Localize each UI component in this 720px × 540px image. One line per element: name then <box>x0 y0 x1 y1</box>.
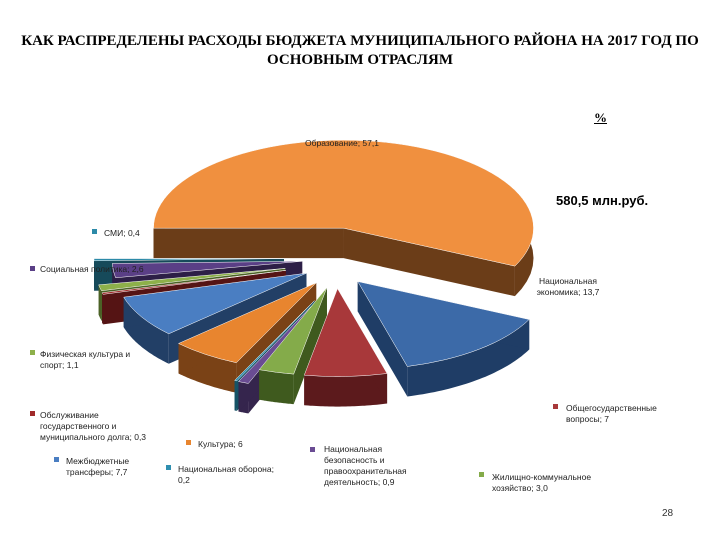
slice-label-marker-5 <box>310 447 315 452</box>
slice-label-marker-3 <box>553 404 558 409</box>
total-budget-label: 580,5 млн.руб. <box>556 193 649 208</box>
pie-slice-top-4 <box>258 287 328 375</box>
slice-label-9: Обслуживание государственного и муниципаль… <box>40 410 146 442</box>
slice-label-marker-4 <box>479 472 484 477</box>
slice-label-marker-12 <box>92 229 97 234</box>
pie-slice-wall-2-2 <box>357 281 408 397</box>
pie-slice-top-5 <box>237 301 317 384</box>
slice-label-11: Социальная политика; 2,6 <box>40 264 144 274</box>
unit-label: % <box>594 110 607 125</box>
slice-label-4: Жилищно-коммунальное хозяйство; 3,0 <box>492 472 591 493</box>
page-number: 28 <box>662 508 674 519</box>
pie-slice-top-12 <box>93 258 285 262</box>
pie-slice-top-11 <box>111 261 303 279</box>
slice-label-marker-7 <box>186 440 191 445</box>
slice-label-marker-10 <box>30 350 35 355</box>
pie-slice-2 <box>357 281 530 397</box>
slice-label-marker-9 <box>30 411 35 416</box>
slice-label-8: Межбюджетные трансферы; 7,7 <box>66 456 129 477</box>
pie-slice-top-8 <box>123 272 307 335</box>
slice-label-2: Национальная экономика; 13,7 <box>537 276 600 297</box>
pie-slice-3 <box>303 287 388 407</box>
slice-label-marker-6 <box>166 465 171 470</box>
pie-slice-top-3 <box>303 287 388 377</box>
pie-slice-top-7 <box>177 282 317 363</box>
slice-label-marker-11 <box>30 266 35 271</box>
slice-label-12: СМИ; 0,4 <box>104 228 140 238</box>
pie-slice-wall-1-1 <box>153 228 344 259</box>
pie-slice-1 <box>153 139 534 297</box>
pie-slice-top-6 <box>234 300 315 382</box>
slice-label-3: Общегосударственные вопросы; 7 <box>566 403 657 424</box>
pie-slice-side-3 <box>304 373 388 407</box>
slice-label-10: Физическая культура и спорт; 1,1 <box>40 349 130 370</box>
slice-label-1: Образование; 57,1 <box>305 138 379 148</box>
pie-slice-top-1 <box>153 139 534 267</box>
slice-label-marker-8 <box>54 457 59 462</box>
pie-slice-top-2 <box>357 281 530 367</box>
pie-slice-top-9 <box>101 270 286 295</box>
slice-label-5: Национальная безопасность и правоохранител… <box>324 444 407 487</box>
slice-label-6: Национальная оборона; 0,2 <box>178 464 274 485</box>
pie-slice-wall-1-2 <box>343 228 515 297</box>
pie-slice-4 <box>258 287 328 405</box>
slice-label-7: Культура; 6 <box>198 439 243 449</box>
pie-slice-top-10 <box>98 268 286 292</box>
pie-slice-side-2 <box>407 319 530 397</box>
chart-title: КАК РАСПРЕДЕЛЕНЫ РАСХОДЫ БЮДЖЕТА МУНИЦИП… <box>21 33 699 68</box>
